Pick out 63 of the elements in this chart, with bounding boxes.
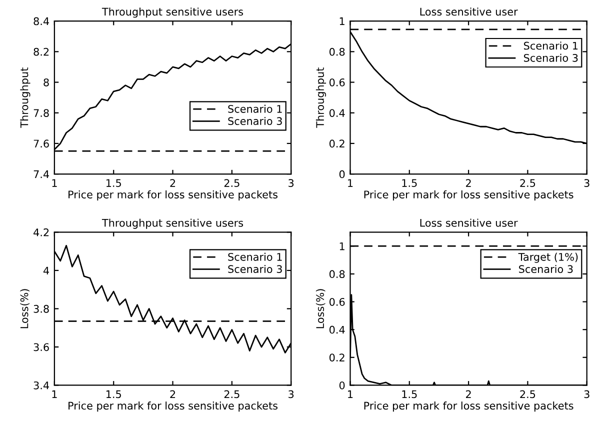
- x-tick-label: 1.5: [402, 390, 417, 398]
- x-tick-label: 3: [288, 390, 294, 398]
- y-tick-label: 0.6: [329, 78, 345, 86]
- y-tick-label: 8.2: [34, 48, 49, 56]
- chart-title: Loss sensitive user: [420, 8, 518, 16]
- x-tick-label: 1.5: [402, 179, 417, 187]
- x-tick-label: 2: [170, 390, 176, 398]
- y-tick-label: 7.8: [34, 109, 49, 117]
- y-tick-label: 0: [339, 170, 345, 178]
- legend-label: Scenario 3: [519, 264, 573, 274]
- y-tick-label: 4: [43, 266, 50, 274]
- y-tick-label: 3.8: [34, 304, 49, 313]
- x-tick-label: 2.5: [224, 179, 240, 187]
- y-tick-label: 0.8: [329, 48, 345, 56]
- x-tick-label: 2.5: [224, 390, 240, 398]
- y-tick-label: 0.2: [329, 354, 344, 362]
- y-axis-title: Loss(%): [20, 289, 30, 328]
- x-tick-label: 1.5: [106, 179, 121, 187]
- x-tick-label: 1: [52, 390, 57, 398]
- y-tick-label: 3.4: [34, 381, 50, 390]
- x-axis-title: Price per mark for loss sensitive packets: [364, 402, 574, 412]
- y-tick-label: 8: [44, 78, 49, 86]
- chart-title: Throughput sensitive users: [102, 218, 244, 229]
- y-tick-label: 8.4: [34, 17, 50, 26]
- x-tick-label: 1.5: [106, 390, 121, 398]
- x-tick-label: 1: [348, 179, 353, 187]
- y-tick-label: 1: [340, 242, 344, 250]
- x-axis-title: Price per mark for loss sensitive packets: [364, 190, 574, 200]
- y-tick-label: 0: [339, 381, 345, 390]
- chart-title: Loss sensitive user: [420, 218, 518, 227]
- y-tick-label: 0.8: [329, 270, 345, 278]
- x-tick-label: 3: [288, 179, 294, 187]
- x-tick-label: 2.5: [520, 390, 536, 398]
- y-tick-label: 7.4: [34, 170, 50, 178]
- y-tick-label: 0.2: [329, 140, 344, 148]
- y-tick-label: 0.4: [329, 109, 345, 117]
- x-tick-label: 3: [584, 390, 590, 398]
- chart-title: Throughput sensitive users: [102, 8, 244, 18]
- legend-label: Scenario 3: [228, 116, 282, 126]
- y-tick-label: 3.6: [34, 343, 49, 352]
- y-axis-title: Loss(%): [316, 289, 326, 328]
- x-tick-label: 2: [466, 179, 471, 187]
- x-tick-label: 1: [52, 179, 57, 187]
- y-axis-title: Throughput: [316, 68, 326, 128]
- legend-label: Scenario 1: [228, 252, 282, 261]
- x-tick-label: 3: [584, 179, 590, 187]
- legend-label: Scenario 1: [228, 104, 282, 113]
- legend-label: Scenario 1: [524, 42, 578, 50]
- y-tick-label: 0.6: [329, 298, 345, 306]
- legend-label: Target (1%): [518, 252, 578, 263]
- y-axis-title: Throughput: [20, 68, 30, 128]
- x-axis-title: Price per mark for loss sensitive packets: [68, 402, 278, 412]
- x-tick-label: 2: [170, 179, 176, 187]
- y-tick-label: 1: [340, 17, 344, 26]
- legend-label: Scenario 3: [524, 54, 578, 62]
- x-tick-label: 2: [466, 390, 471, 398]
- x-tick-label: 2.5: [520, 179, 536, 187]
- y-tick-label: 7.6: [34, 140, 49, 148]
- x-tick-label: 1: [348, 390, 353, 398]
- y-tick-label: 4.2: [34, 228, 49, 236]
- y-tick-label: 0.4: [329, 326, 345, 334]
- legend-label: Scenario 3: [228, 264, 282, 274]
- x-axis-title: Price per mark for loss sensitive packets: [68, 190, 278, 200]
